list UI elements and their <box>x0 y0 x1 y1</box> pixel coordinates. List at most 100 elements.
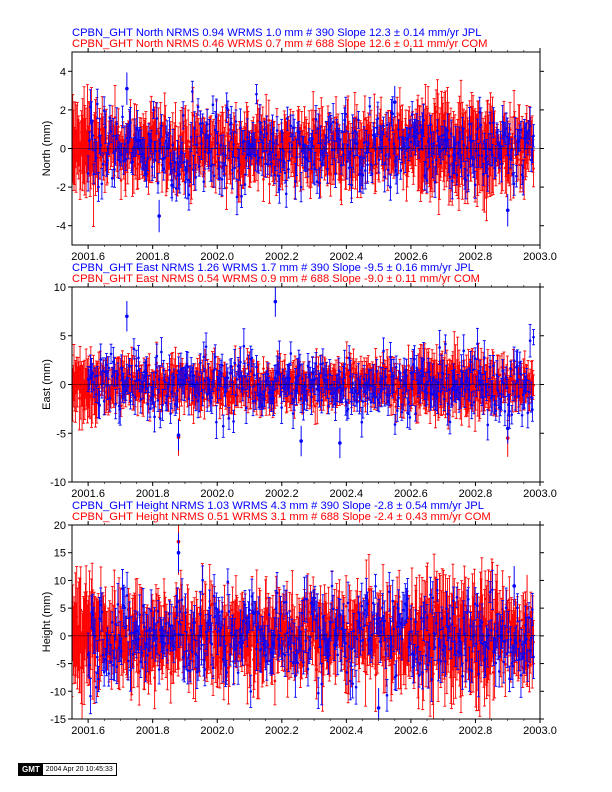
data-marker <box>79 153 83 157</box>
data-point-jpl <box>394 156 398 185</box>
data-marker <box>208 134 211 138</box>
data-marker <box>117 158 121 162</box>
data-point-jpl <box>409 127 413 157</box>
data-marker <box>205 122 209 126</box>
data-point-jpl <box>285 106 289 131</box>
data-marker <box>329 122 333 126</box>
data-marker <box>280 129 283 133</box>
data-marker <box>162 167 166 171</box>
data-marker <box>89 105 92 109</box>
data-marker <box>317 157 320 161</box>
data-marker <box>148 144 152 147</box>
data-marker <box>278 188 281 191</box>
data-marker <box>355 142 359 145</box>
data-marker <box>251 137 255 140</box>
data-point-jpl <box>108 104 112 132</box>
data-point-jpl <box>126 125 130 160</box>
panel-title-line-com: CPBN_GHT North NRMS 0.46 WRMS 0.7 mm # 6… <box>72 38 487 50</box>
data-marker <box>242 139 246 143</box>
data-marker <box>381 146 384 150</box>
data-marker <box>185 168 188 172</box>
data-point-jpl <box>218 161 222 195</box>
data-marker <box>338 138 342 142</box>
data-marker <box>235 195 239 199</box>
data-marker <box>119 179 123 182</box>
data-marker <box>186 139 190 143</box>
data-marker <box>220 178 224 181</box>
data-point-jpl <box>212 163 216 188</box>
data-marker <box>438 145 441 149</box>
data-marker <box>294 180 297 183</box>
data-marker <box>182 149 185 153</box>
data-marker <box>202 180 206 183</box>
data-point-jpl <box>120 105 124 129</box>
data-point-jpl <box>194 164 198 191</box>
data-point-jpl <box>386 153 390 187</box>
data-marker <box>165 133 169 137</box>
data-marker <box>357 118 360 122</box>
data-point-jpl <box>376 101 380 136</box>
data-marker <box>343 118 346 122</box>
data-point-jpl <box>237 148 241 181</box>
data-marker <box>421 130 424 133</box>
data-marker <box>211 141 214 144</box>
data-marker <box>410 113 414 116</box>
data-point-jpl <box>114 135 118 166</box>
data-point-jpl <box>368 97 372 116</box>
data-point-jpl <box>422 103 426 138</box>
data-marker <box>171 143 175 147</box>
data-marker <box>160 124 163 128</box>
data-marker <box>114 149 117 152</box>
data-marker <box>194 129 198 132</box>
data-marker <box>123 142 127 146</box>
data-point-jpl <box>424 145 428 180</box>
panel-north: CPBN_GHT North NRMS 0.94 WRMS 1.0 mm # 3… <box>41 27 557 263</box>
data-point-jpl <box>259 122 263 143</box>
data-marker <box>516 158 520 161</box>
data-marker <box>214 160 218 164</box>
data-point-jpl <box>391 96 395 132</box>
data-marker <box>213 128 217 132</box>
data-marker <box>169 143 173 147</box>
data-marker <box>346 143 350 147</box>
data-marker <box>219 143 223 147</box>
data-marker <box>257 156 261 160</box>
data-marker <box>243 183 247 186</box>
data-marker <box>194 176 198 179</box>
data-point-jpl <box>418 116 422 135</box>
data-marker <box>316 127 320 131</box>
data-point-jpl <box>406 127 410 150</box>
data-marker <box>424 160 428 164</box>
data-point-jpl <box>298 130 302 158</box>
data-marker <box>95 136 99 139</box>
data-point-jpl <box>427 137 431 168</box>
data-point-com <box>357 121 361 151</box>
data-marker <box>221 131 225 134</box>
data-marker <box>247 153 250 156</box>
data-marker <box>255 92 258 96</box>
data-marker <box>219 132 223 135</box>
data-marker <box>239 126 242 130</box>
data-point-jpl <box>396 119 400 140</box>
data-marker <box>231 168 234 172</box>
data-marker <box>115 122 119 125</box>
data-point-jpl <box>222 162 226 190</box>
data-point-jpl <box>351 114 355 152</box>
data-marker <box>254 153 257 157</box>
data-marker <box>429 123 432 126</box>
data-marker <box>374 147 377 151</box>
data-point-jpl <box>312 145 316 184</box>
data-marker <box>124 158 128 161</box>
data-marker <box>215 114 218 118</box>
data-marker <box>395 173 399 176</box>
data-marker <box>212 174 216 178</box>
data-point-jpl <box>274 139 278 171</box>
data-marker <box>407 146 411 149</box>
data-point-jpl <box>300 135 304 167</box>
data-point-jpl <box>360 149 364 187</box>
data-point-jpl <box>338 129 342 150</box>
data-point-com <box>516 138 520 181</box>
data-marker <box>107 142 111 146</box>
data-point-jpl <box>196 98 200 116</box>
